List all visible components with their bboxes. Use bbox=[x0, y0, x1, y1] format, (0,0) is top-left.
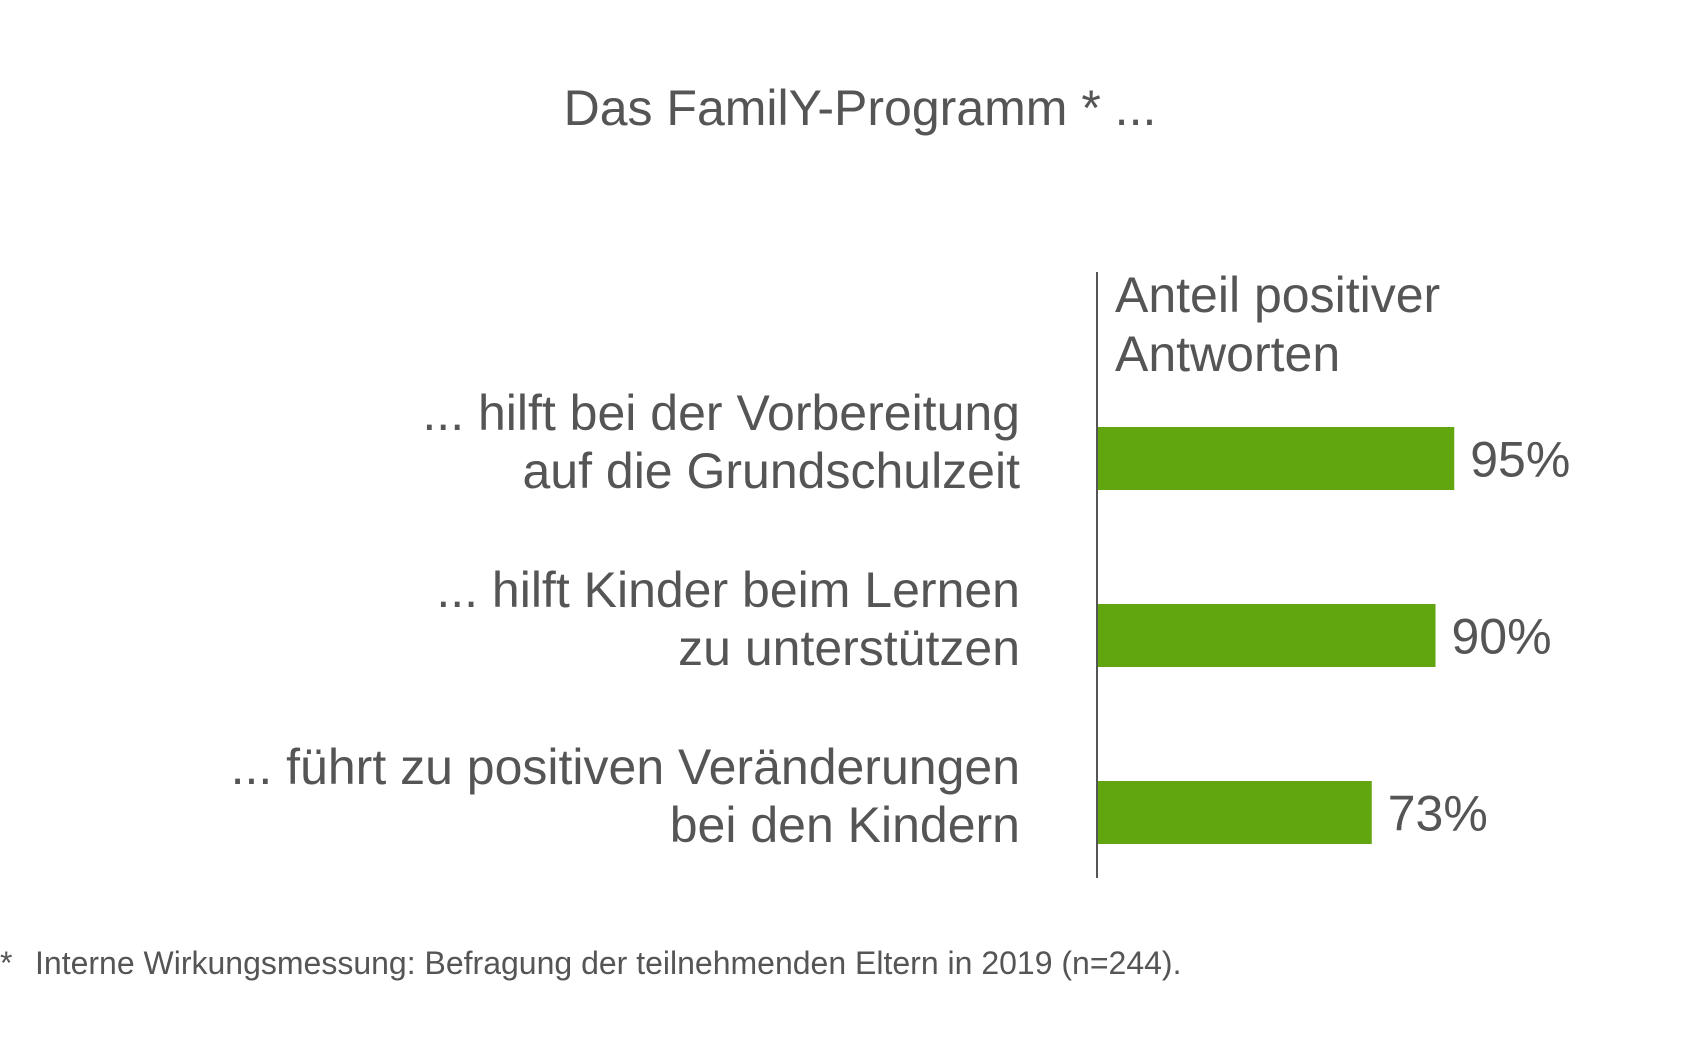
footnote-text: Interne Wirkungsmessung: Befragung der t… bbox=[35, 945, 1181, 981]
value-header-line-1: Anteil positiver bbox=[1115, 267, 1440, 323]
bar-value-label-1: 95% bbox=[1470, 432, 1570, 488]
category-label-3-line-2: bei den Kindern bbox=[670, 797, 1020, 853]
value-header-line-2: Antworten bbox=[1115, 326, 1340, 382]
category-label-1-line-1: ... hilft bei der Vorbereitung bbox=[422, 385, 1020, 441]
category-label-2-line-2: zu unterstützen bbox=[678, 620, 1020, 676]
category-label-3-line-1: ... führt zu positiven Veränderungen bbox=[231, 739, 1020, 795]
bar-value-label-3: 73% bbox=[1388, 786, 1488, 842]
bar-1 bbox=[1098, 427, 1455, 490]
category-label-2-line-1: ... hilft Kinder beim Lernen bbox=[436, 562, 1020, 618]
bar-3 bbox=[1098, 781, 1372, 844]
bar-2 bbox=[1098, 604, 1436, 667]
chart-title: Das FamilY-Programm * ... bbox=[564, 80, 1157, 136]
bar-value-label-2: 90% bbox=[1452, 609, 1552, 665]
footnote-marker: * bbox=[0, 945, 12, 981]
category-label-1-line-2: auf die Grundschulzeit bbox=[522, 443, 1020, 499]
